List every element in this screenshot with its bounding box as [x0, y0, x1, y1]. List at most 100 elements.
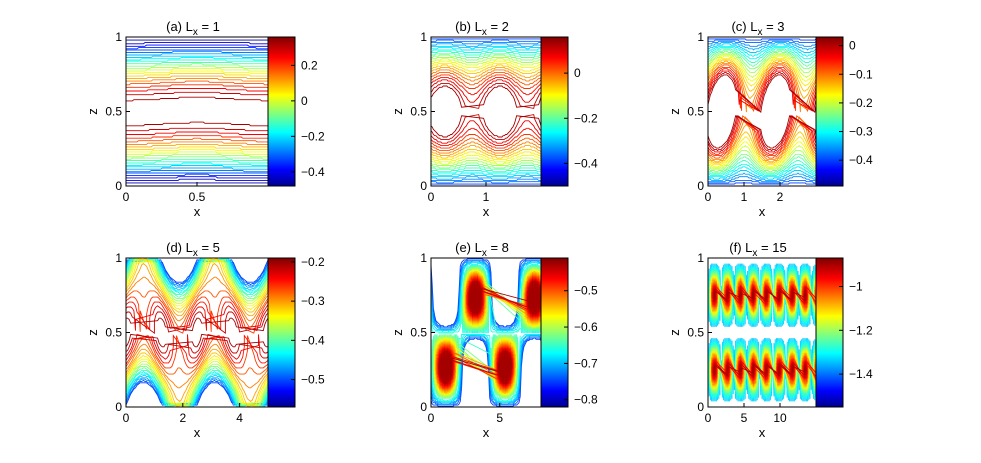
contour-line: [126, 167, 268, 170]
contour-line: [431, 54, 541, 61]
contour-line: [431, 181, 541, 184]
contour-line: [430, 83, 542, 109]
y-tick-label: 0.5: [410, 326, 427, 340]
contour-line: [707, 53, 817, 73]
contour-line: [126, 50, 268, 53]
contour-line: [125, 259, 269, 302]
contour-line: [125, 258, 269, 298]
contour-line: [126, 53, 268, 56]
y-tick-label: 1: [697, 251, 704, 265]
contour-line: [708, 172, 816, 181]
y-tick-label: 0: [420, 179, 427, 193]
contour-line: [125, 358, 269, 405]
contour-line: [126, 80, 268, 86]
panel-title: (f) Lx = 15: [729, 240, 786, 259]
contour-line: [430, 337, 542, 406]
contour-lines: [430, 38, 542, 185]
contour-line: [430, 260, 541, 329]
colorbar-tick-label: −0.5: [574, 284, 598, 298]
y-tick-label: 1: [115, 30, 122, 44]
y-tick-label: 0.5: [105, 326, 122, 340]
contour-line: [431, 145, 542, 157]
y-axis-label: z: [85, 329, 100, 336]
y-tick-label: 0: [697, 179, 704, 193]
contour-line: [431, 64, 542, 75]
y-axis-label: z: [667, 329, 682, 336]
contour-line: [430, 120, 542, 144]
contour-line: [431, 176, 541, 180]
contour-line: [708, 38, 817, 41]
contour-line: [707, 71, 817, 112]
contour-line: [430, 79, 542, 103]
colorbar-tick-label: 0: [849, 39, 856, 53]
contour-line: [126, 165, 268, 168]
contour-line: [707, 115, 817, 152]
colorbar-tick-label: −0.4: [301, 165, 325, 179]
contour-line: [431, 178, 541, 181]
contour-line: [707, 64, 817, 113]
x-tick-label: 5: [496, 411, 503, 425]
contour-line: [708, 345, 817, 395]
x-tick-label: 0: [428, 411, 435, 425]
contour-line: [125, 263, 269, 317]
contour-line: [707, 49, 817, 67]
contour-line: [126, 137, 268, 143]
contour-line: [713, 363, 807, 377]
contour-line: [708, 45, 817, 57]
contour-line: [126, 317, 269, 332]
contour-line: [707, 60, 817, 100]
contour-line: [126, 73, 268, 77]
contour-line: [125, 290, 269, 328]
contour-line: [125, 258, 269, 313]
contour-line: [707, 123, 817, 163]
colorbar-tick-label: 0: [301, 94, 308, 108]
contour-line: [431, 134, 542, 149]
contour-line: [126, 156, 268, 160]
colorbar-tick-label: −0.3: [301, 294, 325, 308]
axes-box: [125, 36, 269, 187]
contour-line: [430, 45, 541, 50]
contour-line: [713, 288, 807, 302]
contour-line: [430, 259, 541, 328]
contour-line: [126, 65, 268, 70]
panel-title: (a) Lx = 1: [166, 19, 220, 38]
contour-line: [707, 117, 817, 157]
contour-line: [431, 50, 542, 56]
contour-line: [125, 374, 269, 407]
colorbar-tick-label: −0.6: [574, 320, 598, 334]
contour-line: [125, 258, 269, 292]
colorbar-tick-label: −1: [849, 279, 863, 293]
x-axis-label: x: [483, 204, 490, 219]
x-axis-label: x: [759, 204, 766, 219]
contour-line: [125, 369, 269, 407]
contour-line: [126, 91, 268, 96]
contour-line: [708, 42, 817, 51]
colorbar-tick-label: −1.2: [849, 323, 873, 337]
contour-line: [126, 75, 268, 80]
colorbar-tick-label: −0.1: [849, 67, 873, 81]
contour-line: [125, 354, 269, 407]
contour-line: [431, 49, 541, 53]
contour-line: [707, 115, 817, 149]
colorbar-tick-label: −0.7: [574, 356, 598, 370]
colorbar: [540, 257, 569, 408]
contour-line: [431, 43, 541, 47]
contour-line: [126, 127, 268, 132]
contour-line: [125, 258, 269, 294]
contour-line: [430, 335, 541, 405]
contour-line: [126, 146, 268, 150]
contour-line: [126, 78, 268, 82]
contour-line: [125, 378, 269, 406]
colorbar-tick-label: −0.5: [301, 373, 325, 387]
contour-line: [126, 63, 268, 67]
contour-line: [707, 59, 817, 92]
panel-title: (d) Lx = 5: [166, 240, 220, 259]
contour-line: [430, 141, 541, 154]
x-tick-label: 0: [705, 411, 712, 425]
contour-line: [126, 162, 268, 166]
contour-line: [126, 170, 268, 173]
colorbar: [267, 36, 296, 187]
contour-line: [707, 50, 817, 70]
colorbar-tick-label: −0.4: [574, 156, 598, 170]
